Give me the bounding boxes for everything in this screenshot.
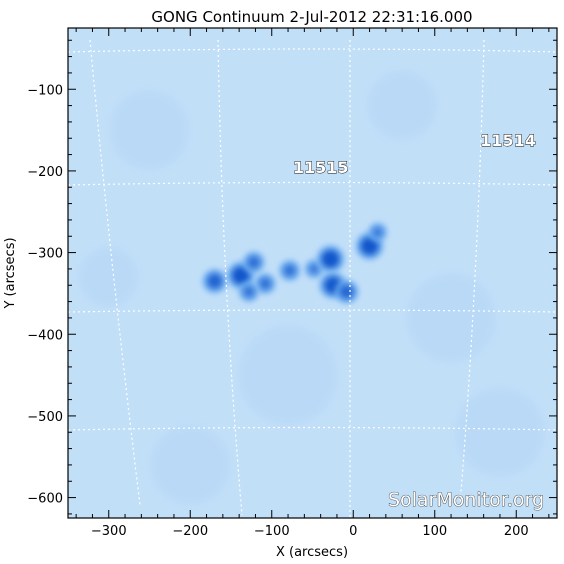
- sunspot-group: [202, 222, 388, 304]
- disk-texture-patch: [367, 70, 438, 141]
- x-tick-label: 100: [422, 524, 447, 539]
- latitude-gridline: [68, 181, 557, 186]
- disk-texture-patch: [238, 325, 339, 426]
- y-tick-label: −500: [27, 410, 63, 425]
- disk-texture-patch: [150, 424, 231, 505]
- disk-texture-patch: [454, 387, 545, 478]
- y-tick-label: −100: [27, 83, 63, 98]
- latitude-gridline: [68, 426, 557, 431]
- sunspot-umbra: [339, 284, 354, 299]
- sunspot-umbra: [231, 266, 250, 285]
- longitude-gridline: [217, 39, 243, 516]
- sunspot-umbra: [243, 286, 255, 298]
- sunspot-umbra: [259, 277, 272, 290]
- plot-frame: [67, 27, 558, 519]
- sunspot-umbra: [360, 237, 379, 256]
- x-tick-label: 200: [504, 524, 529, 539]
- disk-texture-patch: [78, 247, 139, 308]
- active-region-label-11515: 11515: [293, 158, 349, 177]
- disk-texture-patch: [406, 272, 497, 363]
- coordinate-grid: [68, 39, 557, 518]
- y-tick-label: −600: [27, 492, 63, 507]
- x-axis-title: X (arcsecs): [276, 545, 348, 560]
- latitude-gridline: [68, 48, 557, 53]
- x-tick-label: −200: [172, 524, 208, 539]
- x-tick-label: −100: [254, 524, 290, 539]
- longitude-gridline: [459, 39, 485, 506]
- disk-texture-patch: [109, 90, 190, 171]
- sunspot-umbra: [207, 273, 223, 289]
- x-tick-label: −300: [91, 524, 127, 539]
- y-axis-title: Y (arcsecs): [3, 237, 18, 309]
- y-tick-label: −300: [27, 247, 63, 262]
- solar-disk-texture: [78, 70, 545, 505]
- axes: −300 −200 −100 0 100 200 −100 −200 −300 −400 −500 −…: [27, 28, 557, 539]
- sunspot-umbra: [309, 263, 320, 275]
- latitude-gridline: [68, 309, 557, 313]
- chart-title: GONG Continuum 2-Jul-2012 22:31:16.000: [151, 8, 472, 26]
- longitude-gridline: [89, 39, 141, 506]
- active-region-label-11514: 11514: [480, 131, 536, 150]
- x-tick-label: 0: [349, 524, 357, 539]
- y-tick-label: −200: [27, 165, 63, 180]
- sunspot-umbra: [321, 250, 340, 269]
- sunspot-umbra: [283, 264, 296, 277]
- sunspot-umbra: [247, 256, 261, 269]
- sunspot-umbra: [372, 227, 383, 238]
- y-tick-label: −400: [27, 328, 63, 343]
- watermark-solarmonitor: SolarMonitor.org: [388, 489, 544, 511]
